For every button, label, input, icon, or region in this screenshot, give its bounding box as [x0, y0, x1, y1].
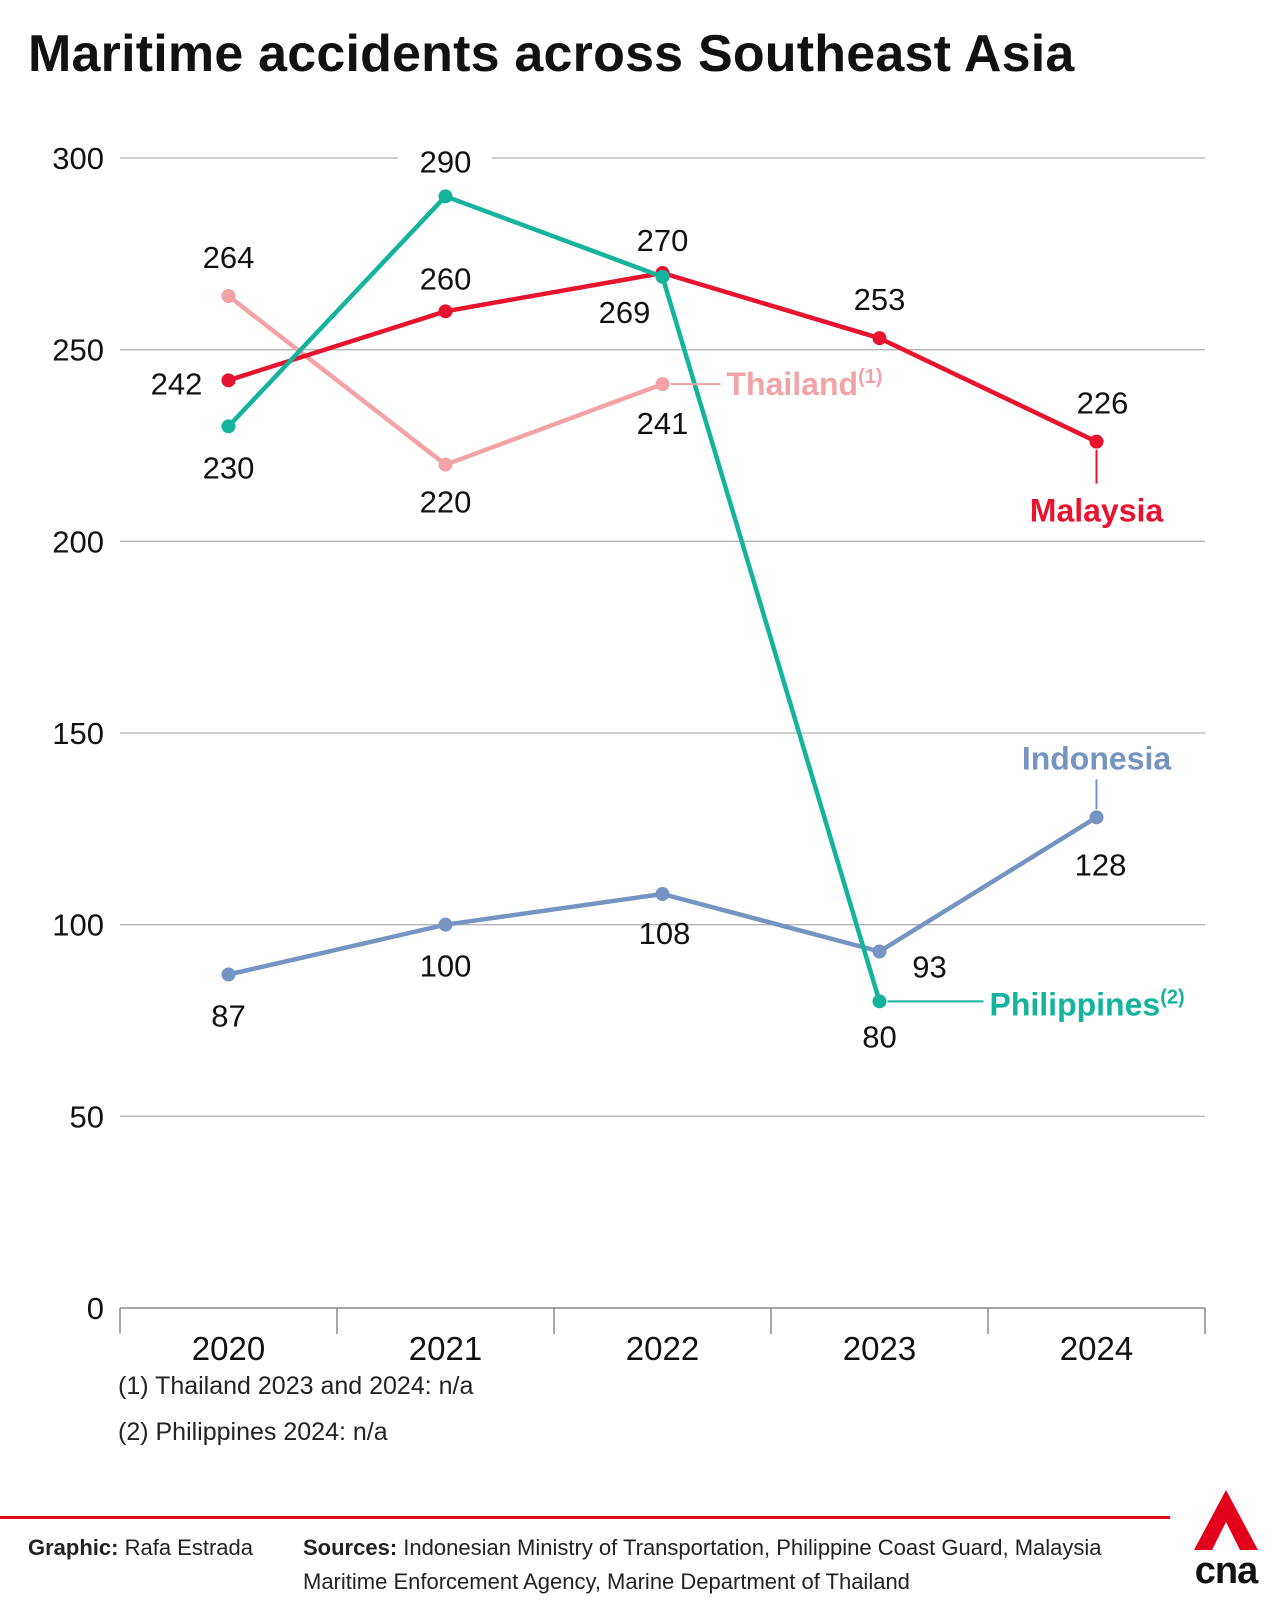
sources-label: Sources: — [303, 1535, 398, 1560]
data-point-indonesia — [221, 967, 236, 982]
footnote-thailand: (1) Thailand 2023 and 2024: n/a — [118, 1372, 474, 1400]
line-chart: 0 50 100 150 200 250 300 2020 2021 2022 2023 2024 24… — [52, 141, 1206, 1367]
sources-credit: Sources: Indonesian Ministry of Transpor… — [303, 1531, 1143, 1599]
data-point-malaysia — [872, 331, 887, 346]
x-tick-label: 2020 — [192, 1330, 265, 1367]
data-point-malaysia — [221, 373, 236, 388]
data-label-thailand: 264 — [203, 240, 255, 275]
y-tick-label: 300 — [52, 141, 104, 176]
cna-logo-text: cna — [1194, 1550, 1258, 1592]
data-point-philippines — [655, 269, 670, 284]
series-line-philippines — [226, 194, 882, 1004]
data-point-thailand — [221, 289, 236, 303]
data-label-philippines: 290 — [420, 144, 472, 179]
data-point-indonesia — [872, 944, 887, 959]
data-label-malaysia: 270 — [637, 223, 689, 258]
x-tick-label: 2022 — [626, 1330, 699, 1367]
footer-divider — [0, 1516, 1170, 1519]
y-tick-label: 250 — [52, 333, 104, 368]
y-tick-label: 150 — [52, 716, 104, 751]
series-label-thailand: Thailand(1) — [727, 366, 883, 402]
y-tick-label: 200 — [52, 524, 104, 559]
graphic-label: Graphic: — [28, 1535, 119, 1560]
data-point-philippines — [221, 419, 236, 434]
graphic-credit: Graphic: Rafa Estrada — [28, 1531, 253, 1565]
data-point-malaysia — [1089, 434, 1104, 449]
y-tick-label: 100 — [52, 908, 104, 943]
y-tick-label: 0 — [87, 1291, 104, 1326]
data-label-philippines: 80 — [862, 1019, 896, 1054]
series-indonesia — [221, 810, 1104, 982]
data-label-thailand: 241 — [637, 406, 689, 441]
data-point-indonesia — [438, 917, 453, 932]
data-point-thailand — [655, 377, 670, 392]
data-label-philippines: 269 — [599, 295, 651, 330]
cna-logo-icon — [1194, 1490, 1258, 1550]
data-label-philippines: 230 — [203, 450, 255, 485]
x-tick-label: 2024 — [1060, 1330, 1133, 1367]
data-label-malaysia: 226 — [1077, 386, 1129, 421]
data-label-indonesia: 128 — [1075, 847, 1127, 882]
graphic-author: Rafa Estrada — [124, 1535, 253, 1560]
y-tick-label: 50 — [70, 1099, 104, 1134]
data-point-philippines — [872, 994, 887, 1009]
x-tick-label: 2021 — [409, 1330, 482, 1367]
data-point-indonesia — [1089, 810, 1104, 825]
data-label-indonesia: 87 — [211, 999, 245, 1034]
sources-text: Indonesian Ministry of Transportation, P… — [303, 1535, 1102, 1594]
x-tick-label: 2023 — [843, 1330, 916, 1367]
data-point-malaysia — [438, 304, 453, 319]
series-label-thailand-superscript: (1) — [858, 366, 882, 388]
data-label-indonesia: 100 — [420, 949, 472, 984]
data-label-indonesia: 93 — [912, 950, 946, 985]
footnote-philippines: (2) Philippines 2024: n/a — [118, 1418, 388, 1446]
series-label-philippines: Philippines(2) — [990, 986, 1185, 1022]
data-label-malaysia: 260 — [420, 261, 472, 296]
series-label-malaysia: Malaysia — [1030, 493, 1164, 529]
data-label-indonesia: 108 — [639, 916, 691, 951]
series-line-thailand — [226, 293, 665, 467]
data-point-indonesia — [655, 887, 670, 901]
series-label-philippines-superscript: (2) — [1160, 986, 1184, 1008]
data-label-thailand: 220 — [420, 485, 472, 520]
series-philippines — [221, 189, 887, 1009]
series-label-indonesia: Indonesia — [1022, 740, 1172, 776]
data-point-philippines — [438, 189, 453, 204]
gridline-gap — [398, 152, 492, 164]
data-label-malaysia: 253 — [854, 282, 906, 317]
page-title: Maritime accidents across Southeast Asia — [28, 25, 1075, 83]
data-point-thailand — [438, 457, 453, 472]
data-label-malaysia: 242 — [151, 366, 203, 401]
